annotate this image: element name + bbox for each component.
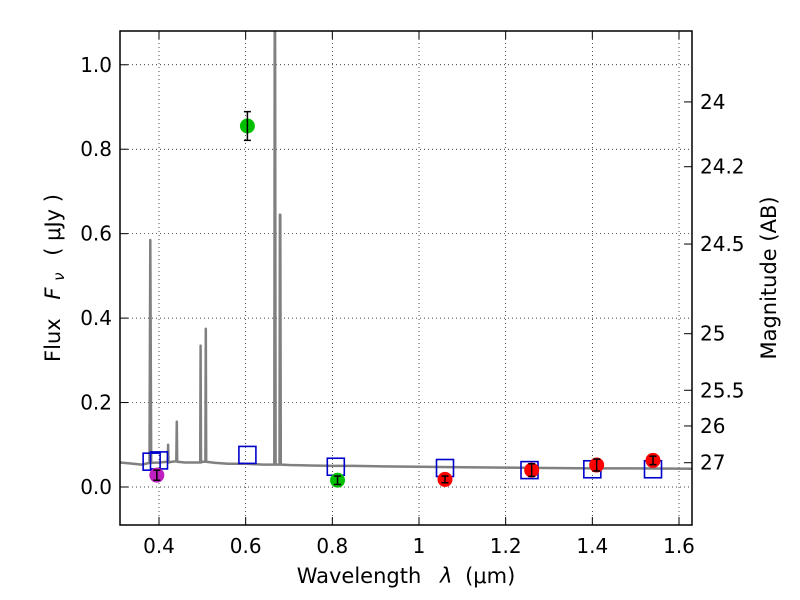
y-tick-label: 0.6 [80,222,112,246]
y-axis-label-unit: ( μJy ) [41,194,65,256]
model-photometry-square [149,451,169,470]
y-axis-label-text: Flux [41,318,65,362]
y2-tick-label: 26 [700,414,725,438]
y-tick-label: 1.0 [80,53,112,77]
x-tick-label: 1.4 [576,534,608,558]
x-tick-label: 0.8 [316,534,348,558]
x-axis-label: Wavelength λ (μm) [297,564,516,588]
y2-axis-label: Magnitude (AB) [757,196,781,359]
x-axis-label-unit: (μm) [465,564,515,588]
y2-tick-label: 24 [700,90,725,114]
y2-tick-label: 24.5 [700,232,745,256]
model-spectrum-line [120,31,692,471]
y2-tick-label: 24.2 [700,155,745,179]
x-tick-label: 1.2 [490,534,522,558]
x-tick-label: 1.6 [663,534,695,558]
plot-frame [119,30,693,526]
y-tick-label: 0.0 [80,475,112,499]
x-tick-label: 0.6 [230,534,262,558]
x-tick-label: 0.4 [143,534,175,558]
x-tick-label: 1 [413,534,426,558]
y-tick-label: 0.8 [80,137,112,161]
y2-tick-label: 25.5 [700,378,745,402]
y2-tick-label: 25 [700,322,725,346]
y-axis-label-symbol: F [41,287,65,300]
grid-lines [120,31,692,525]
model-photometry-square [238,445,257,465]
x-axis-label-symbol: λ [439,564,452,588]
axis-ticks: 0.4 0.6 0.8 1 1.2 1.4 1.6 0.0 0.2 0.4 0.6 0.8 1.0 24 2… [80,31,745,558]
y-axis-label: Flux F ν ( μJy ) [41,194,69,362]
y2-tick-label: 27 [700,451,725,475]
x-axis-label-text: Wavelength [297,564,422,588]
y-tick-label: 0.4 [80,306,112,330]
plot-area [120,31,692,488]
y-tick-label: 0.2 [80,391,112,415]
y-axis-label-subscript: ν [50,272,68,280]
